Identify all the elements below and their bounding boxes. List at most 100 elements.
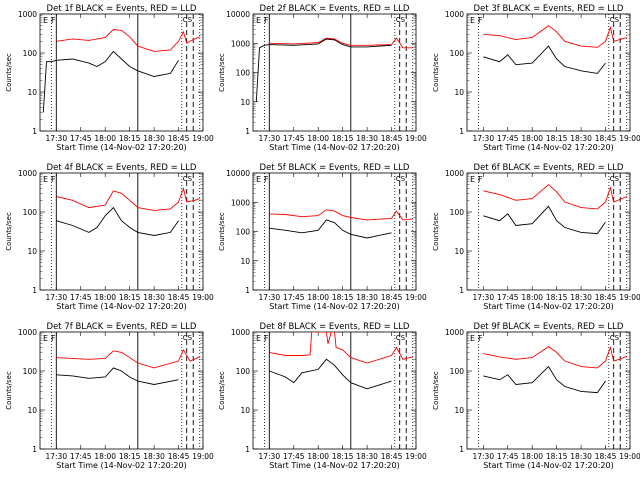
corner-flag-f: F (478, 175, 483, 184)
x-tick-label: 18:15 (546, 293, 568, 302)
x-tick-label: 18:45 (381, 452, 403, 461)
x-tick-label: 18:00 (94, 293, 116, 302)
x-tick-label: 18:15 (119, 293, 141, 302)
panel-det-6: Det 6f BLACK = Events, RED = LLD 17:30 17:… (432, 163, 640, 311)
panel-det-3: Det 3f BLACK = Events, RED = LLD 17:30 17:… (432, 4, 640, 152)
y-tick-label: 1000 (18, 169, 37, 178)
y-tick-label: 1 (459, 127, 464, 136)
y-tick-label: 100 (23, 49, 38, 58)
x-tick-label: 18:30 (143, 134, 165, 143)
x-tick-label: 18:30 (356, 134, 378, 143)
x-tick-label: 18:30 (356, 293, 378, 302)
y-axis-label: Counts/sec (432, 212, 440, 251)
x-tick-label: 17:45 (283, 134, 305, 143)
x-tick-label: 17:45 (70, 134, 92, 143)
x-axis-label: Start Time (14-Nov-02 17:20:20) (483, 461, 613, 470)
x-tick-label: 17:30 (45, 452, 67, 461)
plot-frame (252, 13, 417, 132)
y-tick-label: 1 (32, 286, 37, 295)
series-events-line (42, 50, 179, 113)
panel-det-8: Det 8f BLACK = Events, RED = LLD 17:30 17:… (218, 322, 427, 470)
series-lld-line (269, 37, 413, 49)
panel-det-9: Det 9f BLACK = Events, RED = LLD 17:30 17:… (432, 322, 640, 470)
x-tick-label: 18:00 (94, 452, 116, 461)
x-tick-label: 19:00 (192, 134, 214, 143)
x-axis-label: Start Time (14-Nov-02 17:20:20) (483, 143, 613, 152)
corner-flag-e: E (256, 334, 261, 343)
x-tick-label: 17:45 (283, 293, 305, 302)
x-tick-label: 17:30 (45, 134, 67, 143)
panel-det-7: Det 7f BLACK = Events, RED = LLD 17:30 17:… (5, 322, 214, 470)
y-tick-label: 1 (32, 445, 37, 454)
x-tick-label: 17:45 (497, 134, 519, 143)
corner-mark: CS (396, 175, 406, 183)
series-lld-line (269, 332, 413, 364)
y-tick-label: 100 (236, 69, 251, 78)
y-tick-label: 100 (450, 367, 465, 376)
y-tick-label: 1000 (445, 10, 464, 19)
y-tick-label: 100 (450, 49, 465, 58)
x-tick-label: 17:30 (472, 293, 494, 302)
corner-mark: CS (396, 16, 406, 24)
y-tick-label: 10 (27, 406, 37, 415)
y-tick-label: 10 (454, 406, 464, 415)
corner-mark: CS (183, 16, 193, 24)
x-tick-label: 17:45 (283, 452, 305, 461)
y-axis-label: Counts/sec (432, 53, 440, 92)
corner-flag-f: F (264, 334, 269, 343)
x-tick-label: 18:30 (570, 293, 592, 302)
y-tick-label: 10 (240, 98, 250, 107)
series-events-line (269, 219, 392, 239)
y-tick-label: 10 (27, 247, 37, 256)
series-events-line (56, 206, 179, 236)
x-axis-label: Start Time (14-Nov-02 17:20:20) (269, 461, 399, 470)
corner-flag-f: F (264, 175, 269, 184)
y-tick-label: 10 (240, 257, 250, 266)
panel-title: Det 8f BLACK = Events, RED = LLD (260, 322, 410, 332)
x-tick-label: 18:00 (94, 134, 116, 143)
corner-flag-f: F (478, 334, 483, 343)
panel-title: Det 3f BLACK = Events, RED = LLD (474, 4, 624, 14)
y-tick-label: 100 (23, 208, 38, 217)
x-tick-label: 18:45 (381, 293, 403, 302)
plot-frame (252, 172, 417, 291)
y-axis-label: Counts/sec (218, 212, 226, 251)
panel-title: Det 9f BLACK = Events, RED = LLD (474, 322, 624, 332)
x-tick-label: 19:00 (405, 452, 427, 461)
corner-flag-e: E (256, 175, 261, 184)
x-tick-label: 18:30 (143, 293, 165, 302)
x-tick-label: 18:00 (521, 293, 543, 302)
y-tick-label: 10 (240, 406, 250, 415)
y-tick-label: 100 (236, 367, 251, 376)
x-tick-label: 17:30 (258, 293, 280, 302)
series-lld-line (56, 348, 200, 369)
x-axis-label: Start Time (14-Nov-02 17:20:20) (56, 302, 186, 311)
x-tick-label: 18:00 (521, 452, 543, 461)
x-tick-label: 18:45 (595, 452, 617, 461)
x-tick-label: 18:00 (307, 452, 329, 461)
x-axis-label: Start Time (14-Nov-02 17:20:20) (56, 143, 186, 152)
x-tick-label: 19:00 (405, 293, 427, 302)
plot-frame (466, 13, 631, 132)
x-tick-label: 19:00 (619, 134, 640, 143)
corner-flag-e: E (256, 16, 261, 25)
panel-det-4: Det 4f BLACK = Events, RED = LLD 17:30 17:… (5, 163, 214, 311)
corner-mark: CS (183, 334, 193, 342)
x-tick-label: 18:15 (332, 134, 354, 143)
x-tick-label: 17:30 (472, 134, 494, 143)
corner-flag-e: E (43, 175, 48, 184)
y-tick-label: 1000 (231, 39, 250, 48)
series-lld-line (483, 345, 627, 369)
x-tick-label: 18:45 (168, 293, 190, 302)
x-tick-label: 18:15 (119, 452, 141, 461)
y-tick-label: 1 (32, 127, 37, 136)
plot-frame (39, 331, 204, 450)
x-tick-label: 18:15 (332, 293, 354, 302)
y-tick-label: 1000 (18, 328, 37, 337)
y-tick-label: 1000 (445, 328, 464, 337)
corner-flag-f: F (478, 16, 483, 25)
corner-mark: CS (610, 175, 620, 183)
y-axis-label: Counts/sec (5, 371, 13, 410)
series-events-line (255, 38, 392, 102)
